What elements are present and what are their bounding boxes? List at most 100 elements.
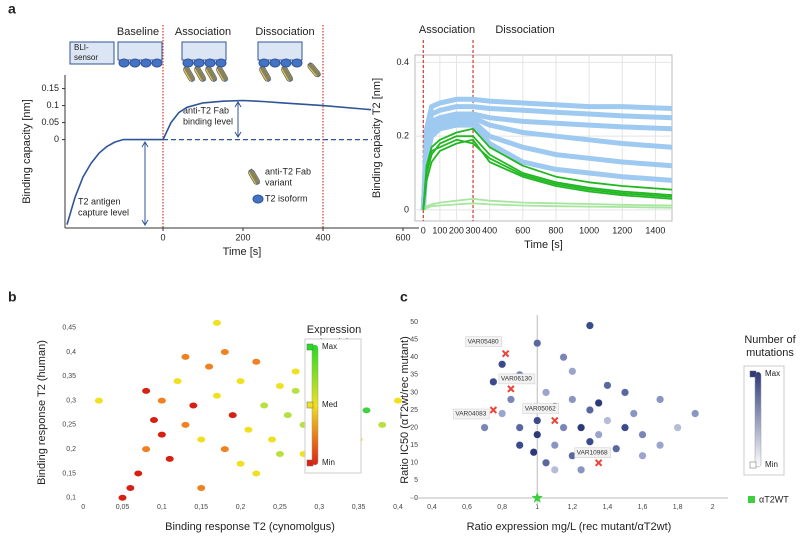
y-axis-title: Binding capacity [nm] bbox=[21, 99, 33, 204]
x-tick-label: 1400 bbox=[645, 225, 665, 235]
x-tick-label: 0 bbox=[160, 232, 165, 242]
point bbox=[577, 465, 586, 474]
y-tick-label: 0,25 bbox=[62, 422, 76, 429]
x-tick-label: 0,6 bbox=[462, 504, 472, 511]
series-line bbox=[420, 122, 673, 211]
highlight-marker bbox=[551, 416, 559, 425]
y-tick-label: 0,3 bbox=[66, 397, 76, 404]
y-tick-label: 5 bbox=[414, 477, 418, 484]
colorbar-swatch bbox=[306, 343, 314, 351]
point bbox=[629, 409, 638, 418]
y-tick-label: 0,45 bbox=[62, 325, 76, 332]
y-tick-label: 0,1 bbox=[66, 495, 76, 502]
x-tick-label: 1000 bbox=[579, 225, 599, 235]
annotation: binding level bbox=[183, 116, 233, 126]
x-axis-title: Ratio expression mg/L (rec mutant/αT2wt) bbox=[467, 521, 672, 533]
label-box bbox=[465, 336, 502, 347]
annotation: anti-T2 Fab bbox=[265, 166, 311, 176]
x-tick-label: 1 bbox=[535, 504, 539, 511]
annotation: T2 isoform bbox=[265, 193, 308, 203]
phase-label: Association bbox=[419, 24, 475, 36]
y-tick-label: 0.05 bbox=[41, 117, 59, 127]
colorbar-swatch bbox=[749, 370, 757, 378]
x-tick-label: 0,4 bbox=[393, 504, 403, 511]
point bbox=[393, 397, 402, 404]
point bbox=[533, 430, 542, 439]
x-tick-label: 600 bbox=[395, 232, 410, 242]
x-tick-label: 0,15 bbox=[194, 504, 208, 511]
highlight-label: VAR05480 bbox=[468, 338, 499, 345]
x-tick-label: 200 bbox=[449, 225, 464, 235]
y-axis-title: Binding response T2 (human) bbox=[36, 340, 48, 485]
x-tick-label: 1,2 bbox=[567, 504, 577, 511]
x-tick-label: 300 bbox=[466, 225, 481, 235]
point bbox=[585, 321, 594, 330]
series-line bbox=[66, 99, 372, 225]
x-tick-label: 400 bbox=[315, 232, 330, 242]
series-line bbox=[422, 198, 673, 211]
x-tick-label: 600 bbox=[515, 225, 530, 235]
x-tick-label: 0,2 bbox=[236, 504, 246, 511]
y-tick-label: 0 bbox=[404, 204, 409, 214]
point bbox=[638, 451, 647, 460]
highlight-label: VAR05062 bbox=[525, 405, 556, 412]
y-tick-label: 0,35 bbox=[62, 373, 76, 380]
y-axis-title: Binding capacity T2 [nm] bbox=[371, 78, 383, 198]
point bbox=[529, 448, 538, 457]
y-tick-label: 35 bbox=[410, 372, 418, 379]
point bbox=[220, 349, 229, 356]
phase-label: Baseline bbox=[117, 26, 159, 38]
point bbox=[594, 430, 603, 439]
x-axis-title: Time [s] bbox=[524, 239, 563, 251]
point bbox=[134, 470, 143, 477]
arrows bbox=[141, 101, 242, 226]
x-tick-label: 0,05 bbox=[116, 504, 130, 511]
phase-label: Dissociation bbox=[255, 26, 314, 38]
y-tick-label: 30 bbox=[410, 389, 418, 396]
x-axis-title: Binding response T2 (cynomolgus) bbox=[165, 521, 335, 533]
y-tick-label: 50 bbox=[410, 319, 418, 326]
point bbox=[542, 388, 551, 397]
point bbox=[656, 395, 665, 404]
legend-box bbox=[743, 365, 785, 476]
x-tick-label: 0,8 bbox=[497, 504, 507, 511]
annotation: anti-T2 Fab bbox=[183, 105, 229, 115]
point bbox=[205, 363, 214, 370]
point bbox=[94, 397, 103, 404]
sensor-label: sensor bbox=[74, 53, 98, 62]
point bbox=[550, 465, 559, 474]
y-tick-label: 0,15 bbox=[62, 470, 76, 477]
y-tick-label: 0.2 bbox=[396, 131, 409, 141]
reference-point bbox=[531, 492, 543, 503]
series-line bbox=[422, 138, 673, 210]
point bbox=[291, 368, 300, 375]
point bbox=[212, 319, 221, 326]
label-box bbox=[522, 403, 560, 414]
point bbox=[559, 423, 568, 432]
label-box bbox=[574, 447, 611, 459]
colorbar-swatch bbox=[306, 401, 314, 409]
series-line bbox=[420, 111, 673, 211]
x-tick-label: 400 bbox=[482, 225, 497, 235]
point bbox=[603, 416, 612, 425]
point bbox=[197, 485, 206, 492]
y-tick-label: 15 bbox=[410, 442, 418, 449]
point bbox=[638, 430, 647, 439]
x-tick-label: 0,25 bbox=[273, 504, 287, 511]
point bbox=[585, 437, 594, 446]
legend-label: αT2WT bbox=[759, 494, 789, 504]
point bbox=[620, 423, 629, 432]
x-tick-label: 1,4 bbox=[603, 504, 613, 511]
series-line bbox=[422, 127, 673, 210]
point bbox=[559, 353, 568, 362]
panel-label: b bbox=[8, 289, 17, 305]
point bbox=[480, 423, 489, 432]
x-axis-title: Time [s] bbox=[223, 246, 262, 258]
series-line bbox=[422, 135, 673, 210]
y-axis-title: Ratio IC50 (αT2wt/rec mutant) bbox=[399, 336, 411, 484]
highlight-marker bbox=[489, 406, 498, 414]
point bbox=[594, 398, 603, 407]
point bbox=[181, 421, 190, 428]
point bbox=[252, 358, 261, 365]
